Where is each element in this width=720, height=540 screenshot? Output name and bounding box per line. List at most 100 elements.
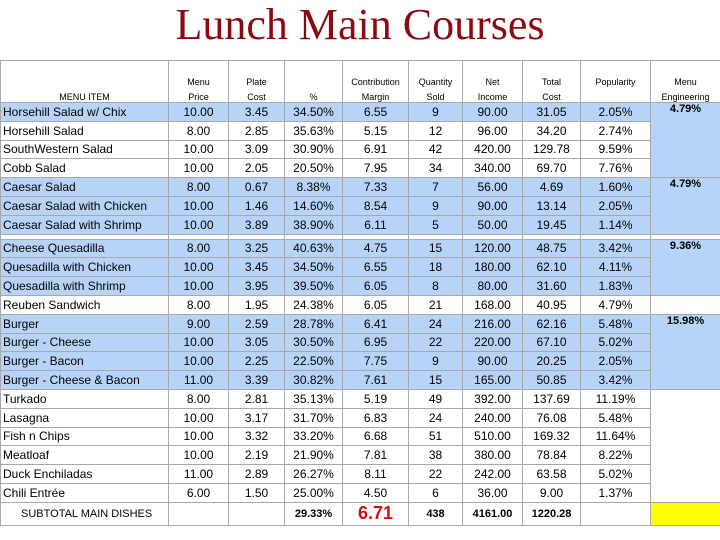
cell-name: Burger - Cheese <box>0 332 169 353</box>
header-cell: Popularity <box>580 60 651 87</box>
cell-sold: 6 <box>408 482 463 503</box>
cell-pop: 4.11% <box>580 257 651 278</box>
cell-sold: 22 <box>408 332 463 353</box>
cell-margin: 8.54 <box>342 195 409 216</box>
cell-pop: 5.02% <box>580 332 651 353</box>
cell-total: 78.84 <box>522 445 581 466</box>
cell-pct: 38.90% <box>284 214 343 235</box>
table-row: Burger 9.00 2.59 28.78% 6.41 24 216.00 62.16 5.4… <box>0 313 720 390</box>
cell-name: Burger - Bacon <box>0 351 169 372</box>
cell-pop: 5.02% <box>580 464 651 484</box>
cell-cost: 2.19 <box>228 445 285 466</box>
table-row: Cheese Quesadilla 8.00 3.25 40.63% 4.75 15 120… <box>0 238 720 296</box>
cell-income: 96.00 <box>462 120 523 141</box>
cell-price: 10.00 <box>168 276 229 296</box>
cell-cost: 0.67 <box>228 177 285 197</box>
cell-pop: 2.05% <box>580 195 651 216</box>
cell-name: SouthWestern Salad <box>0 139 169 160</box>
cell-sold: 51 <box>408 426 463 447</box>
header-cell: Total <box>522 60 581 87</box>
table-row: Chili Entrée 6.00 1.50 25.00% 4.50 6 36.00 9.00… <box>0 482 720 503</box>
cell-sold: 24 <box>408 407 463 428</box>
cell-price: 10.00 <box>168 332 229 353</box>
cell-pct: 39.50% <box>284 276 343 296</box>
cell-income: 165.00 <box>462 370 523 390</box>
cell-cost: 1.46 <box>228 195 285 216</box>
cell-income: 90.00 <box>462 351 523 372</box>
cell-income: 392.00 <box>462 388 523 409</box>
table-row: Quesadilla with Shrimp 10.00 3.95 39.50% 6.0… <box>0 276 720 296</box>
cell-margin: 6.05 <box>342 294 409 315</box>
cell-income: 90.00 <box>462 195 523 216</box>
table-row: Lasagna 10.00 3.17 31.70% 6.83 24 240.00 76.08 5… <box>0 407 720 428</box>
cell-income: 180.00 <box>462 257 523 278</box>
cell-sold: 42 <box>408 139 463 160</box>
cell-price: 10.00 <box>168 426 229 447</box>
cell-margin: 6.11 <box>342 214 409 235</box>
cell-total: 62.16 <box>522 313 581 334</box>
cell-sold: 9 <box>408 195 463 216</box>
cell-name: Duck Enchiladas <box>0 464 169 484</box>
cell-pct: 31.70% <box>284 407 343 428</box>
header-cell <box>284 60 343 87</box>
cell-sold: 9 <box>408 351 463 372</box>
cell-cost: 3.89 <box>228 214 285 235</box>
cell-pct: 30.50% <box>284 332 343 353</box>
header-cell: Cost <box>522 87 581 103</box>
header-cell: Sold <box>408 87 463 103</box>
cell-pop: 1.14% <box>580 214 651 235</box>
cell-name: Turkado <box>0 388 169 409</box>
table-row: Caesar Salad with Shrimp 10.00 3.89 38.90% 6… <box>0 214 720 235</box>
cell-sold: 15 <box>408 238 463 259</box>
cell-total: 169.32 <box>522 426 581 447</box>
header-cell: Quantity <box>408 60 463 87</box>
header-cell: Plate <box>228 60 285 87</box>
cell-price: 8.00 <box>168 294 229 315</box>
cell-sold: 8 <box>408 276 463 296</box>
cell-income: 242.00 <box>462 464 523 484</box>
cell-price: 8.00 <box>168 238 229 259</box>
header-cell: Price <box>168 87 229 103</box>
cell-price: 8.00 <box>168 177 229 197</box>
cell-pop: 1.83% <box>580 276 651 296</box>
cell-income: 36.00 <box>462 482 523 503</box>
header-cell: Margin <box>342 87 409 103</box>
cell-income: 420.00 <box>462 139 523 160</box>
cell-name: Cheese Quesadilla <box>0 238 169 259</box>
table-row: Duck Enchiladas 11.00 2.89 26.27% 8.11 22 242.… <box>0 464 720 484</box>
cell-name: Cobb Salad <box>0 158 169 179</box>
table-row: Quesadilla with Chicken 10.00 3.45 34.50% 6.… <box>0 257 720 278</box>
cell-name: Lasagna <box>0 407 169 428</box>
cell-margin: 4.50 <box>342 482 409 503</box>
cell-total: 67.10 <box>522 332 581 353</box>
cell-pop: 2.05% <box>580 351 651 372</box>
cell-sold: 9 <box>408 102 463 122</box>
cell-margin: 7.75 <box>342 351 409 372</box>
cell-cost: 2.25 <box>228 351 285 372</box>
header-cell <box>580 87 651 103</box>
cell-pop: 2.05% <box>580 102 651 122</box>
table-row: Burger - Cheese & Bacon 11.00 3.39 30.82% 7.… <box>0 370 720 390</box>
margin-total-value: 6.71 <box>357 503 394 524</box>
subtotal-price <box>168 501 229 526</box>
menu-engineering-cell: 4.79% <box>650 177 720 235</box>
cell-income: 56.00 <box>462 177 523 197</box>
header-cell: MENU ITEM <box>0 87 169 103</box>
cell-pop: 8.22% <box>580 445 651 466</box>
cell-sold: 12 <box>408 120 463 141</box>
cell-total: 48.75 <box>522 238 581 259</box>
cell-price: 6.00 <box>168 482 229 503</box>
cell-name: Caesar Salad with Chicken <box>0 195 169 216</box>
cell-sold: 18 <box>408 257 463 278</box>
cell-sold: 22 <box>408 464 463 484</box>
menu-engineering-cell: 4.79% <box>650 101 720 179</box>
group-spacer <box>0 233 720 240</box>
cell-margin: 6.91 <box>342 139 409 160</box>
cell-name: Horsehill Salad w/ Chix <box>0 102 169 122</box>
cell-pct: 14.60% <box>284 195 343 216</box>
cell-pct: 8.38% <box>284 177 343 197</box>
header-cell: Contribution <box>342 60 409 87</box>
cell-income: 510.00 <box>462 426 523 447</box>
cell-pct: 24.38% <box>284 294 343 315</box>
table-row: SouthWestern Salad 10.00 3.09 30.90% 6.91 42 4… <box>0 139 720 160</box>
